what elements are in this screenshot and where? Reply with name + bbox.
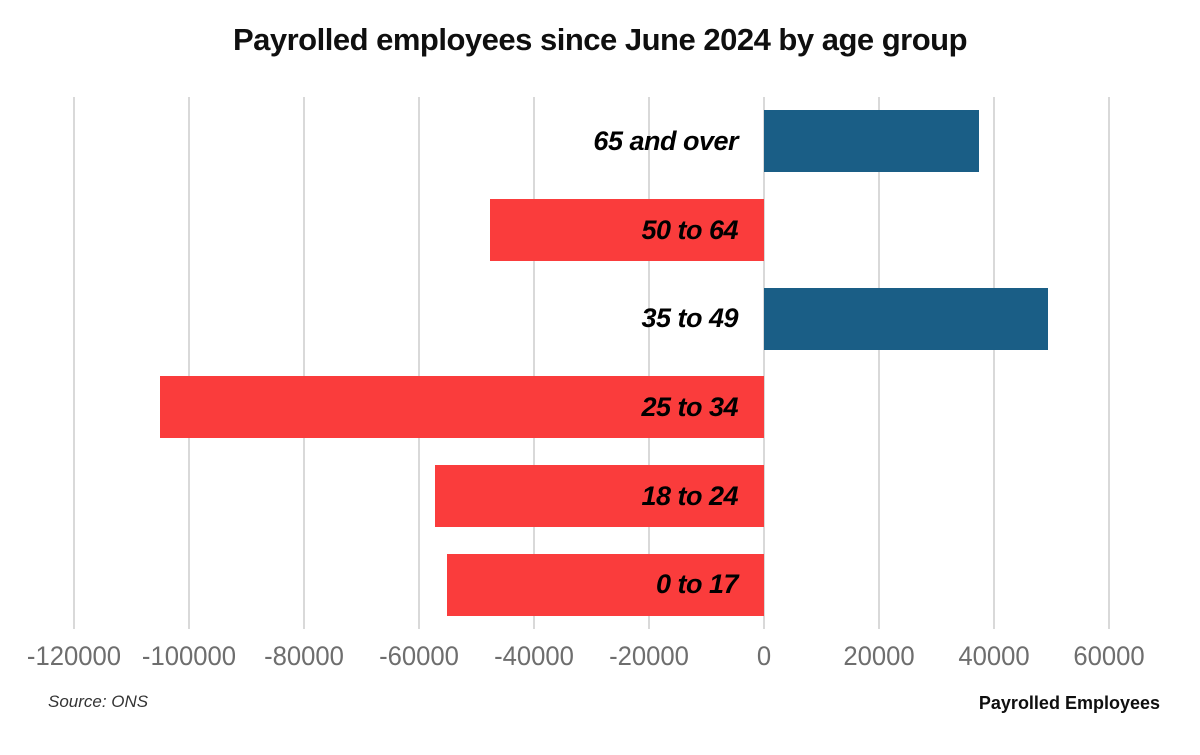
bar-35-to-49 <box>764 287 1049 350</box>
gridline--40000 <box>533 97 535 629</box>
chart-title: Payrolled employees since June 2024 by a… <box>232 22 968 57</box>
gridline-60000 <box>1108 97 1110 629</box>
x-tick-label--40000: -40000 <box>494 641 574 671</box>
x-tick-label-60000: 60000 <box>1073 641 1145 671</box>
bar-label-0-to-17: 0 to 17 <box>655 569 739 600</box>
bar-50-to-64 <box>490 199 764 261</box>
bar-label-25-to-34: 25 to 34 <box>641 392 738 422</box>
x-tick-label-20000: 20000 <box>843 641 915 671</box>
gridline--80000 <box>303 97 305 629</box>
bar-0-to-17 <box>447 553 764 616</box>
gridline-20000 <box>878 97 880 629</box>
x-tick-label--20000: -20000 <box>609 641 689 671</box>
x-tick-label--80000: -80000 <box>264 641 344 671</box>
bar-65-and-over <box>764 110 980 173</box>
bar-25-to-34 <box>160 376 764 439</box>
x-tick-label--120000: -120000 <box>26 641 122 671</box>
x-tick-label-0: 0 <box>756 641 772 671</box>
bar-label-18-to-24: 18 to 24 <box>641 480 738 511</box>
gridline--60000 <box>418 97 420 629</box>
x-axis: -120000 -100000 -80000 -60000 -40000 -20000 0 2… <box>27 641 1145 675</box>
x-tick-label--100000: -100000 <box>141 641 237 671</box>
x-tick-label--60000: -60000 <box>379 641 459 671</box>
x-tick-label-40000: 40000 <box>958 641 1030 671</box>
gridline-0 <box>763 97 765 629</box>
gridline--120000 <box>73 97 75 629</box>
bar-label-35-to-49: 35 to 49 <box>641 303 738 334</box>
gridline--20000 <box>648 97 650 629</box>
x-axis-title: Payrolled Employees <box>978 693 1160 713</box>
bar-18-to-24 <box>435 465 764 527</box>
gridline--100000 <box>188 97 190 629</box>
bar-label-65-and-over: 65 and over <box>593 126 738 156</box>
source-note: Source: ONS <box>48 692 149 711</box>
plot-area: 65 and over 50 to 64 35 to 49 25 to 34 18 to… <box>73 97 1110 629</box>
bar-label-50-to-64: 50 to 64 <box>641 214 738 245</box>
gridline-40000 <box>993 97 995 629</box>
